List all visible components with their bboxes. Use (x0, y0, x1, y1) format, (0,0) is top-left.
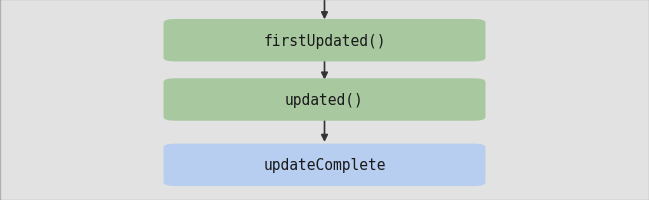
Text: updated(): updated() (285, 93, 364, 107)
Text: firstUpdated(): firstUpdated() (263, 34, 386, 48)
Text: updateComplete: updateComplete (263, 158, 386, 172)
FancyBboxPatch shape (164, 144, 485, 186)
FancyBboxPatch shape (164, 20, 485, 62)
FancyBboxPatch shape (164, 79, 485, 121)
